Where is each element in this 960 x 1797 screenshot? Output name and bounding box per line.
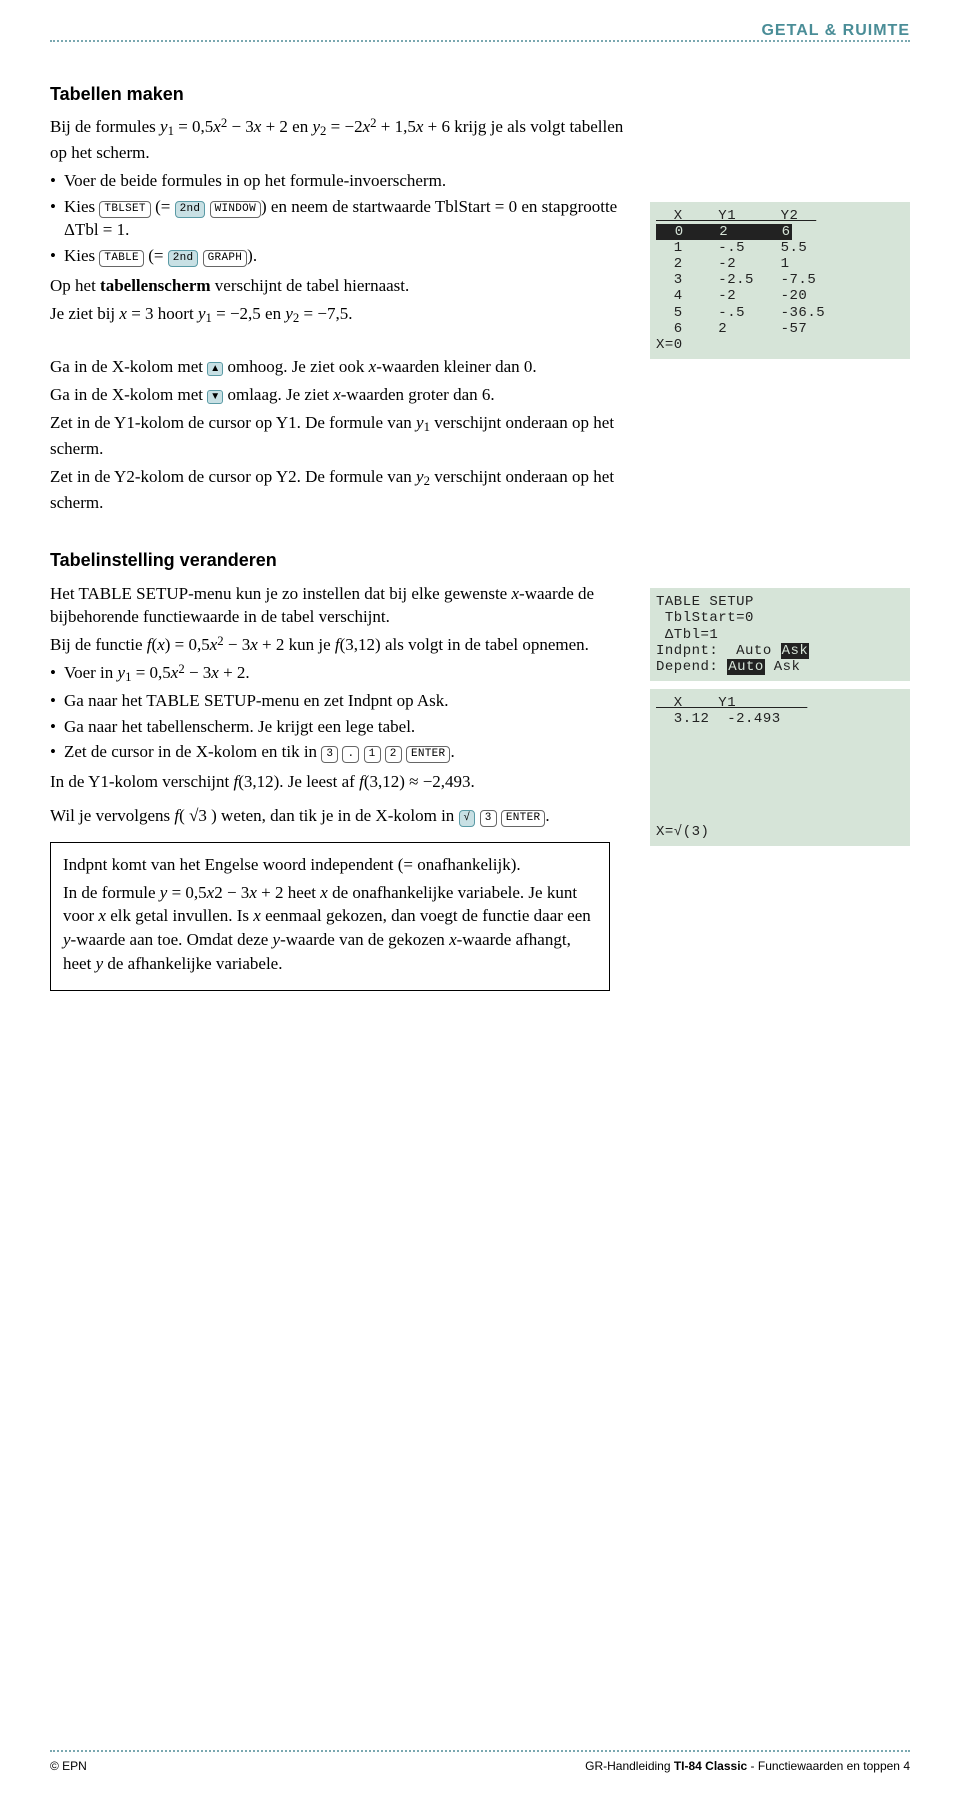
- s1-p5: Ga in de X-kolom met ▼ omlaag. Je ziet x…: [50, 383, 632, 407]
- key-2nd-2: 2nd: [168, 250, 199, 267]
- brand-label: GETAL & RUIMTE: [761, 20, 910, 42]
- s1-li1: Voer de beide formules in op het formule…: [50, 169, 632, 193]
- footer-left: © EPN: [50, 1758, 87, 1775]
- key-graph: GRAPH: [203, 250, 248, 267]
- key-enter: ENTER: [406, 746, 451, 763]
- up-arrow-icon: ▲: [207, 362, 223, 376]
- key-table: TABLE: [99, 250, 144, 267]
- s2-p2: Bij de functie f(x) = 0,5x2 − 3x + 2 kun…: [50, 633, 632, 657]
- calc-screen-setup: TABLE SETUP TblStart=0 ΔTbl=1 Indpnt: Au…: [650, 588, 910, 680]
- s2-p1: Het TABLE SETUP-menu kun je zo instellen…: [50, 582, 632, 630]
- calc-screen-result: X Y1 3.12 -2.493 X=√(3): [650, 689, 910, 846]
- note-box: Indpnt komt van het Engelse woord indepe…: [50, 842, 610, 991]
- s2-li1: Voer in y1 = 0,5x2 − 3x + 2.: [50, 661, 632, 687]
- page-footer: © EPN GR-Handleiding TI-84 Classic - Fun…: [50, 1750, 910, 1775]
- section-tabelinstelling: Tabelinstelling veranderen Het TABLE SET…: [50, 548, 910, 990]
- s1-intro: Bij de formules y1 = 0,5x2 − 3x + 2 en y…: [50, 115, 632, 165]
- footer-right: GR-Handleiding TI-84 Classic - Functiewa…: [585, 1758, 910, 1775]
- calc-screen-table: X Y1 Y2 0 2 6 1 -.5 5.5 2 -2 1 3 -2.5 -7…: [650, 202, 910, 359]
- down-arrow-icon: ▼: [207, 390, 223, 404]
- key-3: 3: [321, 746, 338, 763]
- s2-p4: Wil je vervolgens f( √3 ) weten, dan tik…: [50, 804, 632, 828]
- s1-li3: Kies TABLE (= 2nd GRAPH).: [50, 244, 632, 268]
- key-1: 1: [364, 746, 381, 763]
- s1-p4: Ga in de X-kolom met ▲ omhoog. Je ziet o…: [50, 355, 632, 379]
- key-enter-2: ENTER: [501, 810, 546, 827]
- key-dot: .: [342, 746, 359, 763]
- key-3b: 3: [480, 810, 497, 827]
- s1-li2: Kies TBLSET (= 2nd WINDOW) en neem de st…: [50, 195, 632, 243]
- s2-p3: In de Y1-kolom verschijnt f(3,12). Je le…: [50, 770, 632, 794]
- heading-1: Tabellen maken: [50, 82, 632, 107]
- s2-li3: Ga naar het tabellenscherm. Je krijgt ee…: [50, 715, 632, 739]
- key-sqrt: √: [459, 810, 476, 827]
- key-2: 2: [385, 746, 402, 763]
- s1-p3: Je ziet bij x = 3 hoort y1 = −2,5 en y2 …: [50, 302, 632, 328]
- section-tabellen-maken: Tabellen maken Bij de formules y1 = 0,5x…: [50, 82, 910, 518]
- s2-li4: Zet de cursor in de X-kolom en tik in 3 …: [50, 740, 632, 764]
- s2-li2: Ga naar het TABLE SETUP-menu en zet Indp…: [50, 689, 632, 713]
- key-window: WINDOW: [210, 201, 261, 218]
- note-p2: In de formule y = 0,5x2 − 3x + 2 heet x …: [63, 881, 597, 976]
- note-p1: Indpnt komt van het Engelse woord indepe…: [63, 853, 597, 877]
- key-tblset: TBLSET: [99, 201, 150, 218]
- header-rule: GETAL & RUIMTE: [50, 40, 910, 42]
- s1-p2: Op het tabellenscherm verschijnt de tabe…: [50, 274, 632, 298]
- s1-p6: Zet in de Y1-kolom de cursor op Y1. De f…: [50, 411, 632, 461]
- key-2nd: 2nd: [175, 201, 206, 218]
- s1-p7: Zet in de Y2-kolom de cursor op Y2. De f…: [50, 465, 632, 515]
- heading-2: Tabelinstelling veranderen: [50, 548, 632, 573]
